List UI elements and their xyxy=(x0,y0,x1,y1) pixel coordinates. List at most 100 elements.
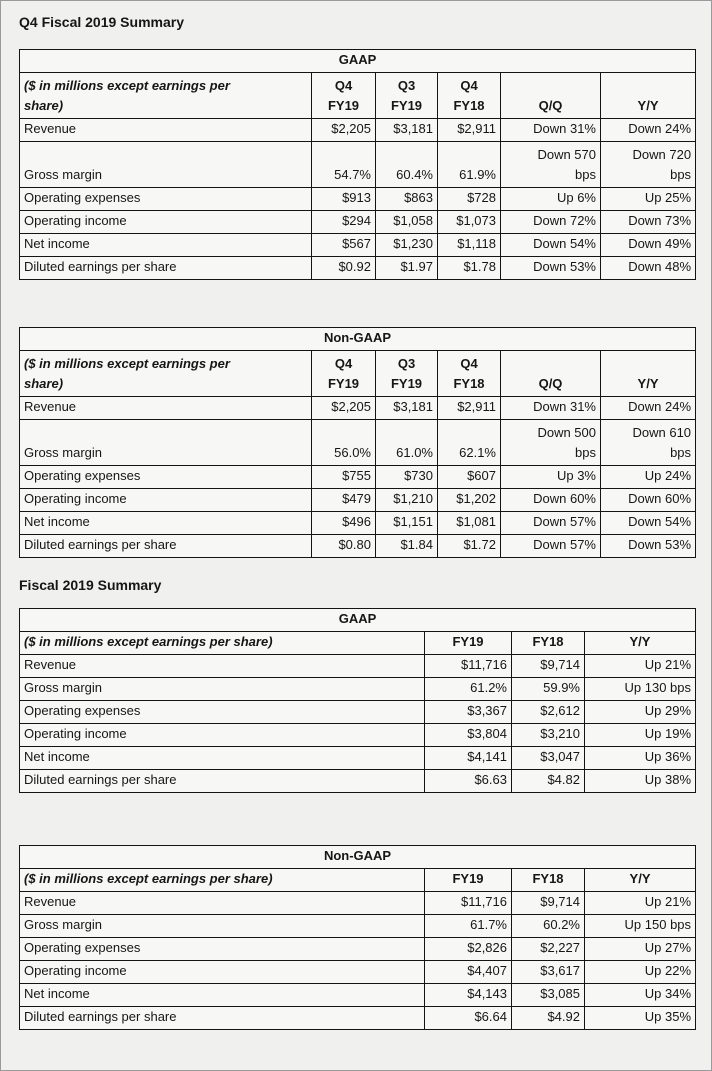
row-label: Net income xyxy=(19,511,312,535)
cell-value: $2,205 xyxy=(311,396,376,420)
cell-value: $294 xyxy=(311,210,376,234)
cell-value: $1.72 xyxy=(437,534,501,558)
cell-value: Up 25% xyxy=(599,187,697,211)
row-label: Gross margin xyxy=(19,141,312,188)
cell-value: $567 xyxy=(311,233,376,257)
cell-value: $3,210 xyxy=(511,723,585,747)
row-label: Diluted earnings per share xyxy=(19,1006,425,1030)
cell-value: Up 22% xyxy=(583,960,697,984)
table-row: Revenue $11,716 $9,714 Up 21% xyxy=(19,891,697,915)
cell-value: $11,716 xyxy=(424,891,512,915)
row-label: Operating expenses xyxy=(19,700,425,724)
column-header-row: ($ in millions except earnings per share… xyxy=(19,631,696,655)
row-label: Operating income xyxy=(19,723,425,747)
row-label: Operating income xyxy=(19,210,312,234)
cell-value: Up 3% xyxy=(500,465,601,489)
column-header: FY18 xyxy=(511,631,585,655)
cell-value: $11,716 xyxy=(424,654,512,678)
cell-value: Down 570 bps xyxy=(500,141,601,188)
cell-value: Down 57% xyxy=(500,534,601,558)
cell-value: $0.80 xyxy=(311,534,376,558)
cell-value: 61.9% xyxy=(437,141,501,188)
units-note: ($ in millions except earnings per share… xyxy=(19,350,312,397)
cell-value: 54.7% xyxy=(311,141,376,188)
cell-value: Up 21% xyxy=(584,654,696,678)
cell-value: 60.4% xyxy=(375,141,438,188)
cell-value: 61.7% xyxy=(424,914,512,938)
cell-value: $3,047 xyxy=(511,746,585,770)
row-label: Operating income xyxy=(19,960,425,984)
table-row: Diluted earnings per share $6.64 $4.92 U… xyxy=(19,1006,697,1030)
table-row: Net income $4,141 $3,047 Up 36% xyxy=(19,746,696,770)
table-row: Gross margin 61.2% 59.9% Up 130 bps xyxy=(19,677,696,701)
row-label: Diluted earnings per share xyxy=(19,769,425,793)
cell-value: $9,714 xyxy=(511,891,585,915)
row-label: Revenue xyxy=(19,891,425,915)
row-label: Diluted earnings per share xyxy=(19,534,312,558)
table-row: Revenue $2,205 $3,181 $2,911 Down 31% Do… xyxy=(19,118,697,142)
cell-value: $1.97 xyxy=(375,256,438,280)
row-label: Gross margin xyxy=(19,419,312,466)
cell-value: $2,205 xyxy=(311,118,376,142)
table-row: Operating income $479 $1,210 $1,202 Down… xyxy=(19,488,697,512)
cell-value: $4,407 xyxy=(424,960,512,984)
cell-value: $913 xyxy=(311,187,376,211)
table-row: Net income $4,143 $3,085 Up 34% xyxy=(19,983,697,1007)
cell-value: Up 29% xyxy=(584,700,696,724)
table-title: Non-GAAP xyxy=(18,327,697,351)
cell-value: Down 53% xyxy=(599,534,697,558)
cell-value: $2,911 xyxy=(437,396,501,420)
cell-value: Up 35% xyxy=(583,1006,697,1030)
table-row: Revenue $11,716 $9,714 Up 21% xyxy=(19,654,696,678)
cell-value: Down 49% xyxy=(599,233,697,257)
cell-value: Down 57% xyxy=(500,511,601,535)
cell-value: $3,367 xyxy=(424,700,512,724)
table-row: Operating expenses $3,367 $2,612 Up 29% xyxy=(19,700,696,724)
row-label: Net income xyxy=(19,983,425,1007)
cell-value: Up 6% xyxy=(500,187,601,211)
cell-value: $6.64 xyxy=(424,1006,512,1030)
cell-value: $496 xyxy=(311,511,376,535)
cell-value: $755 xyxy=(311,465,376,489)
table-title-row: Non-GAAP xyxy=(18,845,697,869)
units-note: ($ in millions except earnings per share… xyxy=(19,868,425,892)
row-label: Revenue xyxy=(19,396,312,420)
cell-value: Down 54% xyxy=(500,233,601,257)
table-row: Net income $496 $1,151 $1,081 Down 57% D… xyxy=(19,511,697,535)
cell-value: Down 610 bps xyxy=(599,419,697,466)
table-row: Diluted earnings per share $0.92 $1.97 $… xyxy=(19,256,697,280)
row-label: Revenue xyxy=(19,118,312,142)
cell-value: $2,826 xyxy=(424,937,512,961)
units-note: ($ in millions except earnings per share… xyxy=(19,631,425,655)
cell-value: Up 27% xyxy=(583,937,697,961)
table-row: Revenue $2,205 $3,181 $2,911 Down 31% Do… xyxy=(19,396,697,420)
table-title: GAAP xyxy=(19,608,696,632)
cell-value: $9,714 xyxy=(511,654,585,678)
cell-value: $1,230 xyxy=(375,233,438,257)
table-title: Non-GAAP xyxy=(18,845,697,869)
cell-value: Down 60% xyxy=(500,488,601,512)
q4-gaap-table: GAAP ($ in millions except earnings per … xyxy=(18,49,697,280)
column-header-row: ($ in millions except earnings per share… xyxy=(19,72,697,119)
cell-value: $4.92 xyxy=(511,1006,585,1030)
cell-value: $3,181 xyxy=(375,118,438,142)
cell-value: 59.9% xyxy=(511,677,585,701)
cell-value: Down 31% xyxy=(500,396,601,420)
table-row: Operating income $4,407 $3,617 Up 22% xyxy=(19,960,697,984)
fy-non-gaap-table: Non-GAAP ($ in millions except earnings … xyxy=(18,845,697,1030)
column-header-row: ($ in millions except earnings per share… xyxy=(19,868,697,892)
column-header: FY19 xyxy=(424,868,512,892)
cell-value: $4,141 xyxy=(424,746,512,770)
cell-value: Down 720 bps xyxy=(599,141,697,188)
cell-value: $2,227 xyxy=(511,937,585,961)
cell-value: Down 500 bps xyxy=(500,419,601,466)
cell-value: $3,804 xyxy=(424,723,512,747)
column-header: Y/Y xyxy=(584,631,696,655)
row-label: Operating expenses xyxy=(19,937,425,961)
cell-value: $3,085 xyxy=(511,983,585,1007)
cell-value: Up 130 bps xyxy=(584,677,696,701)
cell-value: $1,210 xyxy=(375,488,438,512)
q4-non-gaap-table: Non-GAAP ($ in millions except earnings … xyxy=(18,327,697,558)
column-header: Q4 FY19 xyxy=(311,350,376,397)
